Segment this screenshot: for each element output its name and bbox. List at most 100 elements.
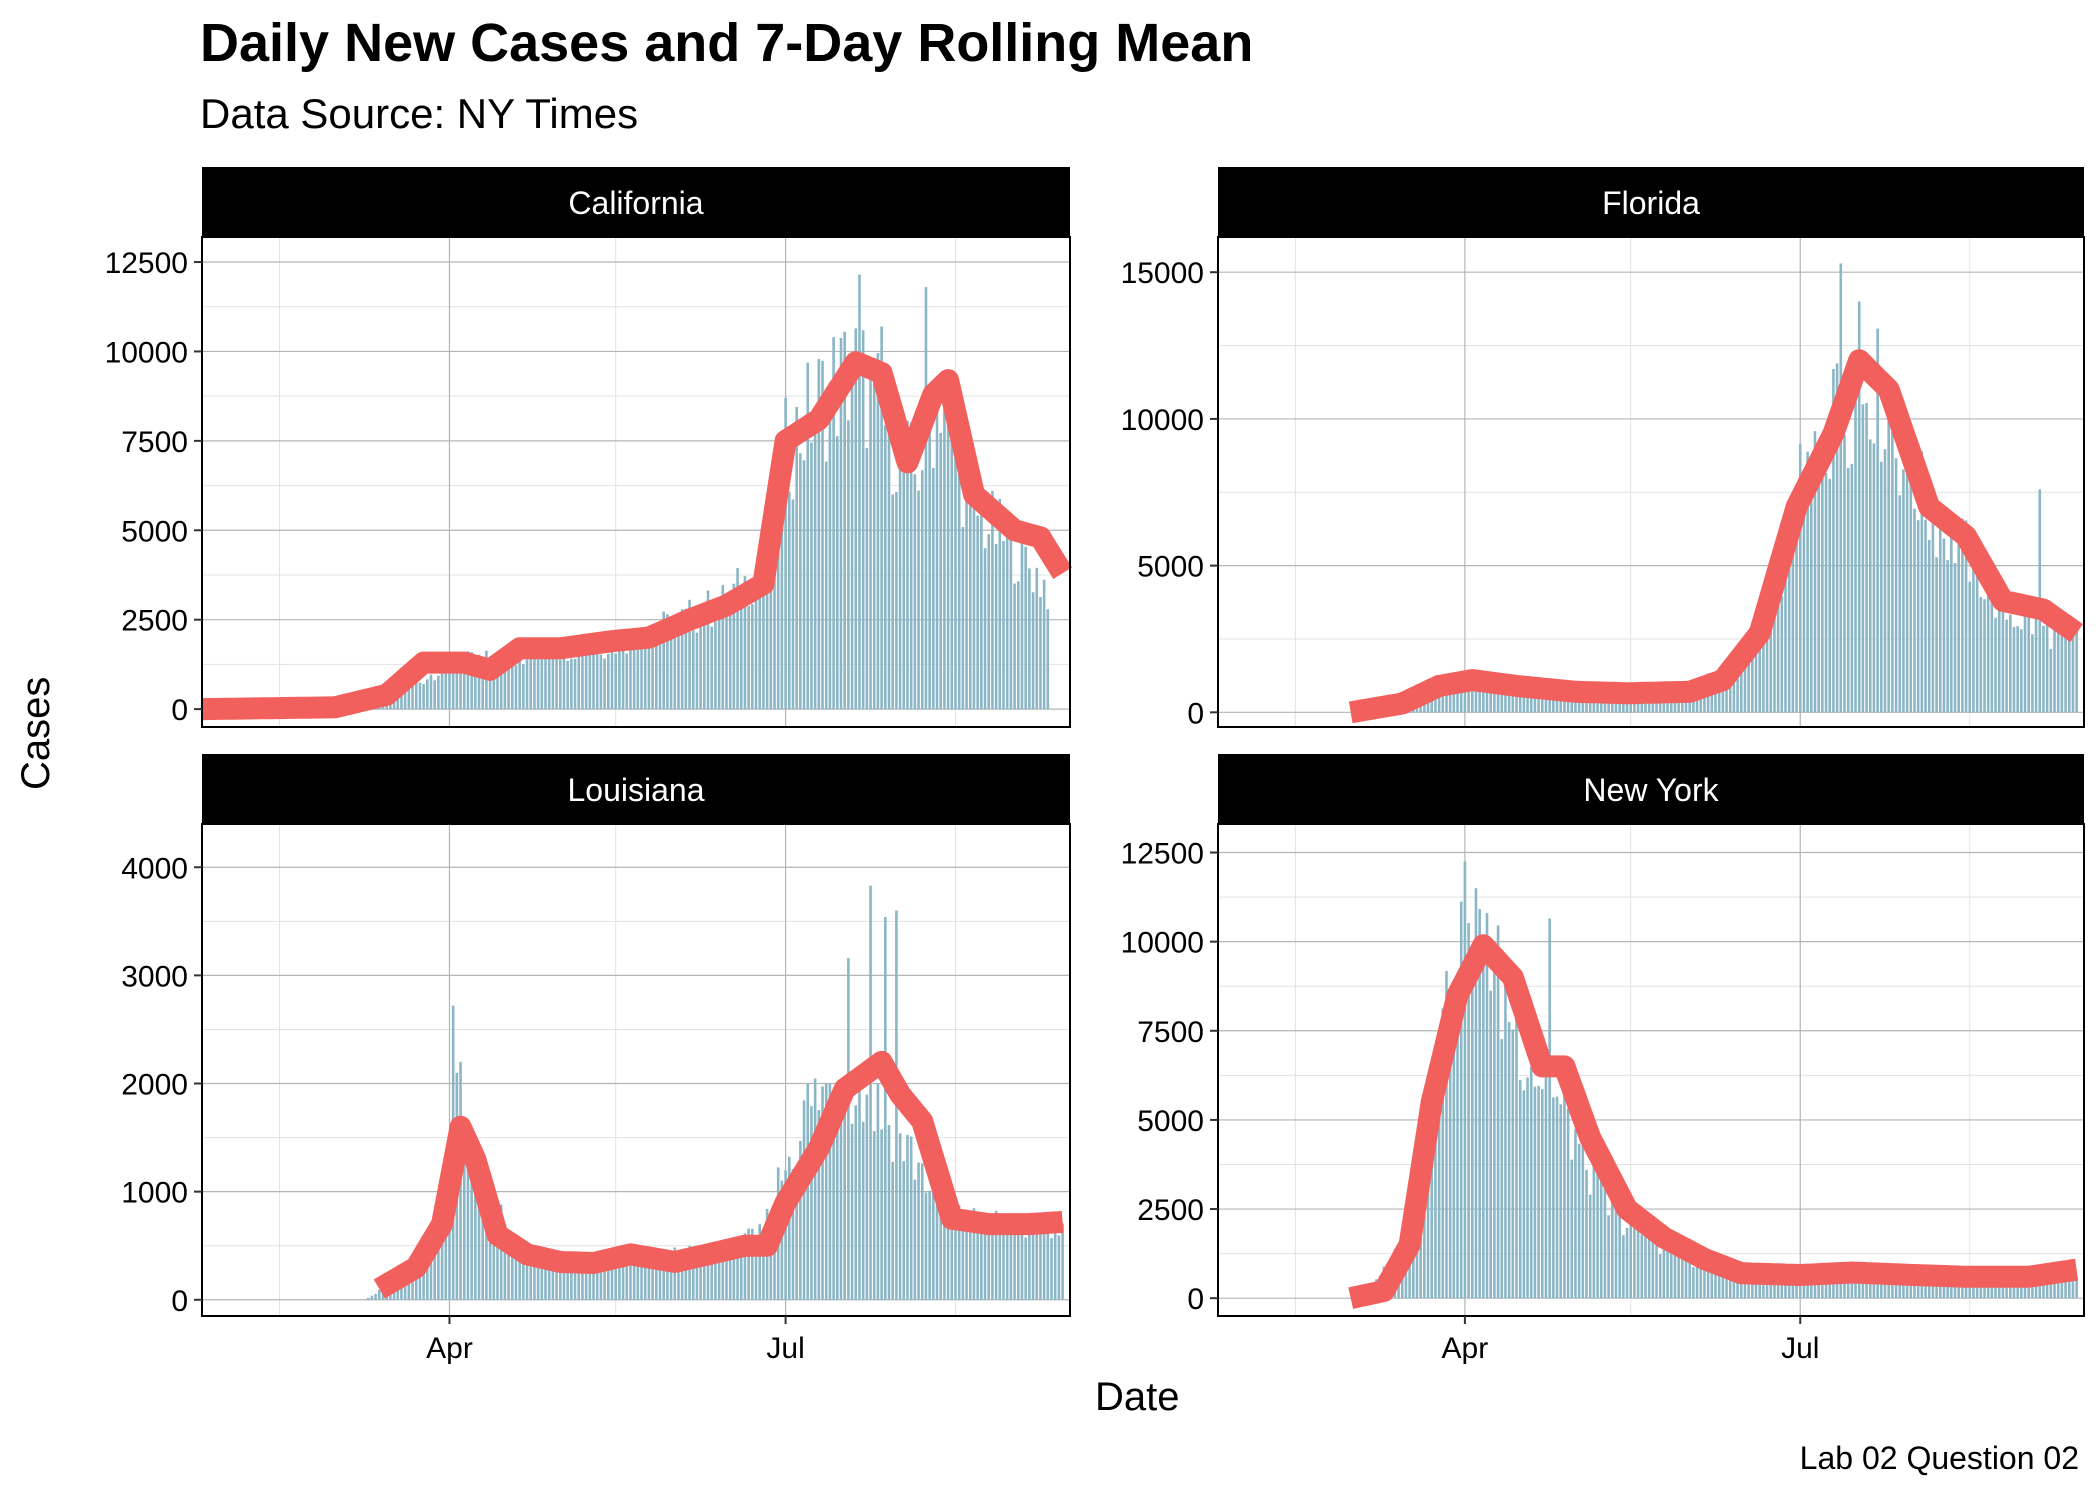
- daily-cases-bar: [1817, 1279, 1820, 1299]
- daily-cases-bar: [1669, 694, 1673, 713]
- daily-cases-bar: [1688, 1259, 1691, 1299]
- daily-cases-bar: [1902, 469, 1905, 713]
- y-tick-label: 15000: [1121, 257, 1204, 290]
- panel-border: [1217, 823, 2085, 1317]
- daily-cases-bar: [1692, 1267, 1695, 1299]
- daily-cases-bar: [950, 402, 954, 710]
- daily-cases-bar: [872, 1131, 876, 1300]
- daily-cases-bar: [802, 460, 806, 710]
- daily-cases-bar: [1784, 528, 1787, 713]
- daily-cases-bar: [414, 682, 418, 710]
- daily-cases-bar: [1857, 301, 1861, 713]
- facet-strip: [1218, 167, 2084, 237]
- daily-cases-bar: [1585, 695, 1588, 713]
- daily-cases-bar: [1725, 1274, 1728, 1299]
- daily-cases-bar: [732, 1258, 736, 1300]
- y-tick-label: 12500: [105, 247, 188, 280]
- daily-cases-bar: [1721, 1266, 1725, 1299]
- daily-cases-bar: [536, 1246, 540, 1300]
- daily-cases-bar: [411, 685, 414, 710]
- daily-cases-bar: [1644, 1232, 1647, 1299]
- daily-cases-bar: [573, 658, 577, 710]
- daily-cases-bar: [1035, 567, 1039, 710]
- daily-cases-bar: [1983, 1278, 1986, 1299]
- daily-cases-bar: [1592, 696, 1596, 713]
- daily-cases-bar: [1950, 514, 1953, 713]
- daily-cases-bar: [1806, 451, 1809, 713]
- daily-cases-bar: [1983, 599, 1986, 713]
- daily-cases-bar: [2056, 629, 2060, 713]
- daily-cases-bar: [939, 1204, 943, 1300]
- daily-cases-bar: [2056, 1275, 2060, 1299]
- daily-cases-bar: [736, 567, 739, 710]
- daily-cases-bar: [1482, 964, 1485, 1299]
- y-tick-label: 7500: [1137, 1016, 1204, 1049]
- daily-cases-bar: [499, 652, 503, 710]
- daily-cases-bar: [706, 590, 710, 710]
- daily-cases-bar: [810, 442, 813, 710]
- daily-cases-bar: [677, 1250, 680, 1300]
- daily-cases-bar: [1736, 652, 1739, 713]
- daily-cases-bar: [2016, 626, 2019, 713]
- daily-cases-bar: [691, 630, 695, 710]
- daily-cases-bar: [721, 585, 725, 710]
- daily-cases-bar: [1555, 691, 1559, 713]
- daily-cases-bar: [599, 1254, 603, 1300]
- daily-cases-bar: [510, 665, 514, 710]
- daily-cases-bar: [699, 612, 702, 710]
- daily-cases-bar: [1467, 923, 1470, 1299]
- daily-cases-bar: [507, 1231, 510, 1300]
- daily-cases-bar: [1456, 1032, 1459, 1299]
- daily-cases-bar: [824, 1083, 828, 1300]
- daily-cases-bar: [1828, 1273, 1832, 1299]
- daily-cases-bar: [1769, 1274, 1773, 1299]
- daily-cases-bar: [470, 1130, 473, 1300]
- daily-cases-bar: [1957, 540, 1960, 713]
- daily-cases-bar: [769, 1228, 773, 1300]
- daily-cases-bar: [448, 1181, 451, 1300]
- daily-cases-bar: [994, 1210, 998, 1300]
- daily-cases-bar: [1515, 1001, 1518, 1299]
- daily-cases-bar: [1563, 1089, 1566, 1299]
- daily-cases-bar: [1504, 682, 1507, 713]
- daily-cases-bar: [1868, 439, 1872, 713]
- daily-cases-bar: [1441, 691, 1445, 713]
- daily-cases-bar: [533, 1260, 536, 1300]
- daily-cases-bar: [998, 498, 1002, 710]
- daily-cases-bar: [1544, 1075, 1548, 1299]
- daily-cases-bar: [1935, 557, 1938, 713]
- daily-cases-bar: [1496, 680, 1500, 713]
- daily-cases-bar: [2045, 1274, 2049, 1299]
- daily-cases-bar: [695, 632, 699, 710]
- daily-cases-bar: [972, 486, 976, 710]
- daily-cases-bar: [924, 287, 928, 710]
- daily-cases-bar: [869, 885, 872, 1300]
- daily-cases-bar: [762, 568, 765, 710]
- daily-cases-bar: [1938, 522, 1942, 713]
- daily-cases-bar: [1887, 416, 1890, 713]
- daily-cases-bar: [1607, 1215, 1610, 1299]
- daily-cases-bar: [400, 1281, 403, 1300]
- daily-cases-bar: [980, 1224, 983, 1300]
- daily-cases-bar: [1625, 1227, 1629, 1299]
- daily-cases-bar: [784, 1170, 787, 1300]
- daily-cases-bar: [2075, 629, 2078, 713]
- daily-cases-bar: [1445, 684, 1448, 713]
- daily-cases-bar: [1832, 369, 1835, 713]
- daily-cases-bar: [1031, 592, 1035, 710]
- daily-cases-bar: [1544, 688, 1548, 713]
- facet-panel-louisiana: Louisiana 0 1000 2000 3000 4000 Apr Jul: [121, 754, 1071, 1365]
- daily-cases-bar: [961, 1225, 965, 1300]
- daily-cases-bar: [688, 1245, 691, 1300]
- daily-cases-bar: [1791, 536, 1795, 713]
- daily-cases-bar: [540, 1254, 544, 1300]
- daily-cases-bar: [1706, 1260, 1710, 1299]
- daily-cases-bar: [906, 420, 909, 710]
- daily-cases-bar: [1979, 597, 1983, 713]
- daily-cases-bar: [932, 467, 935, 710]
- x-tick-label: Apr: [1442, 1332, 1489, 1365]
- daily-cases-bar: [957, 444, 961, 710]
- daily-cases-bar: [584, 1253, 588, 1300]
- y-tick-label: 5000: [121, 515, 188, 548]
- daily-cases-bar: [754, 1236, 758, 1300]
